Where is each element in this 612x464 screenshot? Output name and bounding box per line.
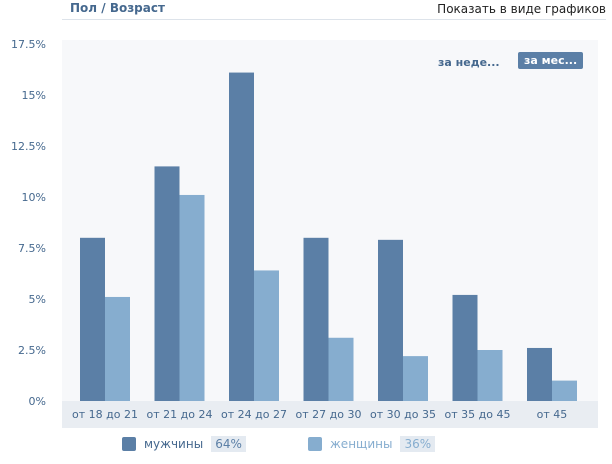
bar-women bbox=[552, 380, 577, 401]
bar-men bbox=[452, 294, 478, 401]
bar-men bbox=[154, 166, 180, 401]
bar-men bbox=[229, 72, 254, 401]
x-tick-label: от 35 до 45 bbox=[445, 408, 511, 421]
x-tick-label: от 27 до 30 bbox=[296, 408, 362, 421]
x-tick-label: от 45 bbox=[537, 408, 568, 421]
legend-women: женщины 36% bbox=[308, 436, 436, 452]
legend-men: мужчины 64% bbox=[122, 436, 246, 452]
week-button[interactable]: за неде... bbox=[438, 56, 500, 69]
y-tick-label: 10% bbox=[22, 191, 46, 204]
bar-women bbox=[477, 350, 503, 401]
legend-swatch-men bbox=[122, 437, 136, 451]
legend-label: женщины bbox=[330, 437, 393, 451]
divider bbox=[62, 19, 606, 20]
x-tick-label: от 21 до 24 bbox=[147, 408, 213, 421]
y-tick-label: 17.5% bbox=[11, 38, 46, 51]
bar-men bbox=[378, 239, 403, 401]
show-as-graph-link[interactable]: Показать в виде графиков bbox=[437, 2, 606, 16]
legend-percent: 64% bbox=[211, 436, 246, 452]
bar-women bbox=[179, 194, 205, 401]
x-axis-band bbox=[62, 401, 598, 428]
bar-men bbox=[527, 347, 552, 401]
bar-men bbox=[303, 237, 329, 401]
x-tick-label: от 30 до 35 bbox=[370, 408, 436, 421]
y-tick-label: 5% bbox=[29, 293, 46, 306]
bar-women bbox=[328, 337, 354, 401]
x-tick-label: от 24 до 27 bbox=[221, 408, 287, 421]
y-tick-label: 0% bbox=[29, 395, 46, 408]
y-tick-label: 2.5% bbox=[18, 344, 46, 357]
x-tick-label: от 18 до 21 bbox=[72, 408, 138, 421]
bar-women bbox=[105, 296, 130, 401]
legend-label: мужчины bbox=[144, 437, 204, 451]
page-title: Пол / Возраст bbox=[70, 1, 165, 15]
legend-swatch-women bbox=[308, 437, 322, 451]
y-tick-label: 15% bbox=[22, 89, 46, 102]
month-button[interactable]: за мес... bbox=[518, 52, 584, 69]
bar-women bbox=[254, 270, 279, 401]
legend-percent: 36% bbox=[400, 436, 436, 452]
y-tick-label: 7.5% bbox=[18, 242, 46, 255]
bar-women bbox=[403, 356, 428, 401]
bar-men bbox=[80, 237, 105, 401]
y-tick-label: 12.5% bbox=[11, 140, 46, 153]
